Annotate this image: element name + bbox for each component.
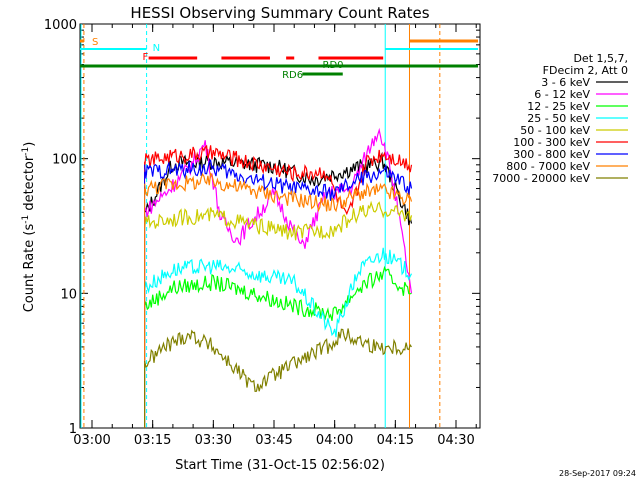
marker-label-f: F [143,52,149,63]
series-line-7 [144,171,413,213]
y-axis-label-mid: detector [22,155,37,215]
legend-entry-label: 3 - 6 keV [541,76,590,89]
legend-entry-label: 100 - 300 keV [513,136,590,149]
chart-title: HESSI Observing Summary Count Rates [130,4,429,22]
marker-label-s: S [92,37,98,48]
plot-area: 1 10 100 1000 03:00 03:15 03:30 03:45 04:00 04:15… [44,18,481,448]
series-line-5 [144,144,413,216]
y-axis-label: Count Rate (s-1 detector-1) [21,142,37,313]
legend-entry-label: 50 - 100 keV [520,124,590,137]
series-line-1 [144,127,413,294]
x-tick-label: 03:15 [134,433,171,448]
series-line-4 [144,200,413,241]
plot-frame [79,23,481,429]
marker-label-rd0: RD0 [323,60,344,71]
y-tick-label: 10 [60,287,77,302]
x-tick-label: 03:30 [195,433,232,448]
legend-entry-label: 6 - 12 keV [534,88,590,101]
legend-entry-label: 25 - 50 keV [527,112,590,125]
legend-entry-label: 800 - 7000 keV [506,160,590,173]
y-axis-label-sup2: -1 [21,147,31,156]
y-tick-label: 100 [52,153,77,168]
marker-label-n: N [153,43,160,54]
series-line-3 [144,247,413,338]
marker-label-rd6: RD6 [282,70,303,81]
series-line-8 [144,328,412,392]
y-tick-label: 1000 [44,18,77,33]
y-axis-label-end: ) [22,142,37,147]
x-tick-label: 04:00 [316,433,353,448]
legend-entry-label: 12 - 25 keV [527,100,590,113]
x-tick-label: 03:00 [73,433,110,448]
x-axis-label: Start Time (31-Oct-15 02:56:02) [175,458,385,473]
legend-entry-label: 7000 - 20000 keV [492,172,590,185]
series-line-2 [144,265,412,321]
x-tick-label: 04:15 [377,433,414,448]
y-axis-label-main: Count Rate (s [22,224,37,313]
footer-timestamp: 28-Sep-2017 09:24 [559,469,636,478]
legend-header-line: FDecim 2, Att 0 [543,64,628,77]
x-tick-label: 03:45 [255,433,292,448]
y-tick-label: 1 [69,422,77,437]
series-line-6 [144,159,413,201]
legend-entry-label: 300 - 800 keV [513,148,590,161]
x-tick-label: 04:30 [437,433,474,448]
legend-header-line: Det 1,5,7, [573,52,628,65]
y-axis-label-sup1: -1 [21,215,31,224]
